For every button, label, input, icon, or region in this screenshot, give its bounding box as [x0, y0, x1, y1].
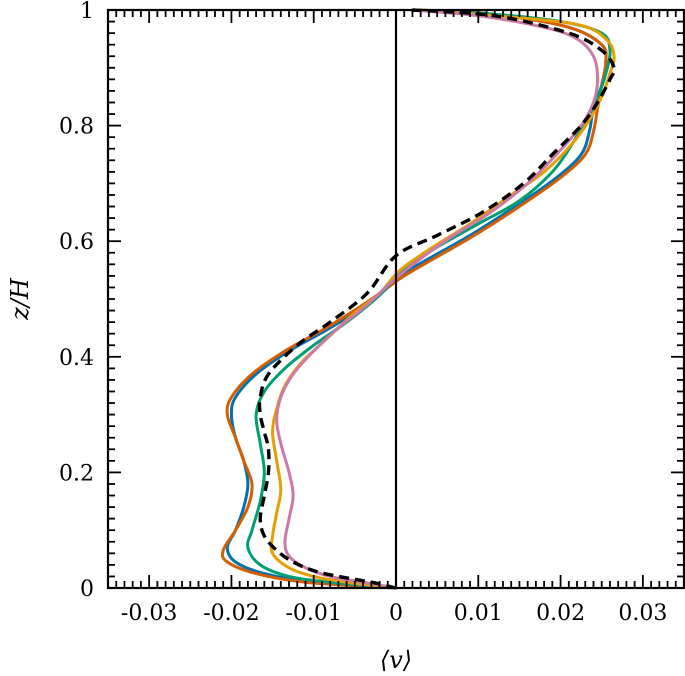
plot-frame [106, 8, 685, 590]
x-tick-label: -0.02 [203, 601, 259, 626]
x-tick-label: 0.01 [454, 601, 503, 626]
tick-labels-layer: -0.03 -0.02 -0.01 0 0.01 0.02 0.03 0 0.2 0.4 0.6 0.… [59, 0, 667, 626]
y-tick-label: 0.2 [59, 461, 94, 486]
y-tick-label: 0 [80, 577, 94, 602]
x-tick-label: 0 [389, 601, 403, 626]
y-tick-label: 0.4 [59, 346, 94, 371]
series-line-6 [257, 8, 617, 590]
series-line-5 [275, 8, 600, 590]
x-axis-label: ⟨v⟩ [380, 646, 412, 674]
y-tick-label: 1 [80, 0, 94, 24]
y-tick-label: 0.6 [59, 230, 94, 255]
series-layer [220, 8, 617, 590]
y-axis-label: z/H [6, 277, 34, 321]
x-tick-label: -0.01 [286, 601, 342, 626]
y-tick-label: 0.8 [59, 115, 94, 140]
x-tick-label: 0.03 [618, 601, 667, 626]
x-tick-label: 0.02 [536, 601, 585, 626]
x-tick-label: -0.03 [121, 601, 177, 626]
